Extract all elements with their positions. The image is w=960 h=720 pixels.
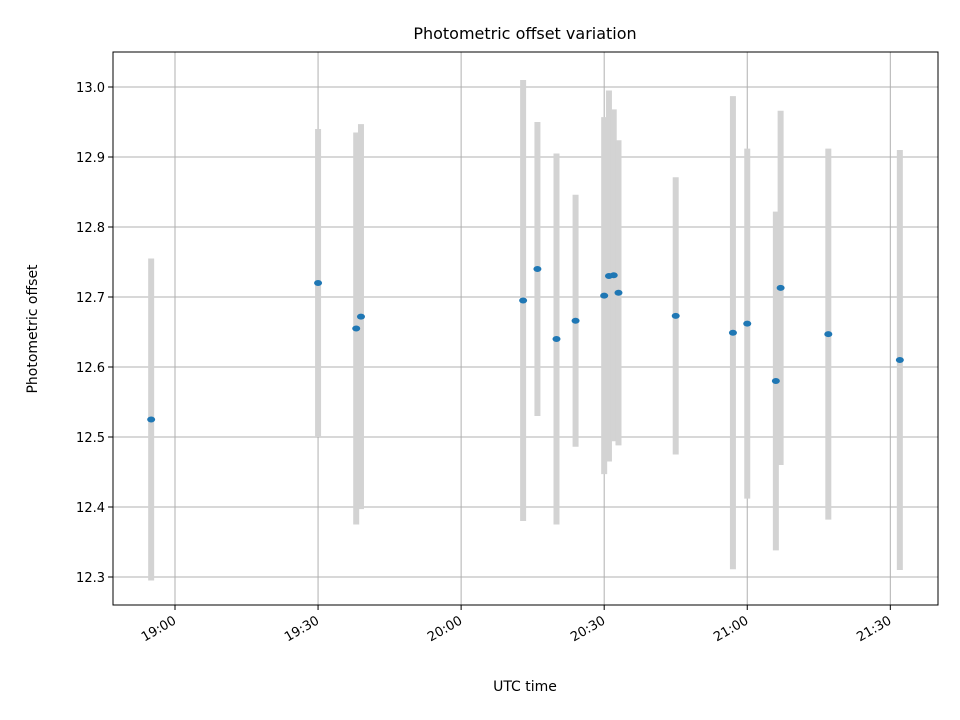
x-tick-label: 21:00 — [711, 613, 751, 645]
data-point — [571, 317, 580, 324]
x-tick-label: 19:30 — [282, 613, 322, 645]
data-points — [147, 266, 904, 423]
data-point — [519, 297, 528, 304]
x-tick-label: 21:30 — [854, 613, 894, 645]
data-point — [895, 357, 904, 363]
errorbars — [148, 80, 903, 581]
x-axis-label: UTC time — [493, 679, 557, 695]
x-tick-label: 20:30 — [568, 613, 608, 645]
y-tick-label: 12.3 — [76, 571, 105, 586]
y-tick-label: 12.7 — [76, 291, 105, 306]
plot-frame — [112, 51, 939, 606]
y-axis: 12.3 12.4 12.5 12.6 12.7 12.8 12.9 13.0 — [76, 81, 113, 586]
data-point — [356, 313, 365, 320]
data-point — [147, 416, 156, 423]
data-point — [743, 320, 752, 327]
data-point — [614, 289, 623, 296]
y-tick-label: 12.4 — [76, 501, 105, 516]
y-tick-label: 12.5 — [76, 431, 105, 446]
data-point — [533, 266, 542, 272]
data-point — [728, 329, 737, 336]
data-point — [600, 292, 609, 299]
data-point — [824, 331, 833, 338]
data-point — [352, 325, 361, 332]
x-axis: 19:00 19:30 20:00 20:30 21:00 21:30 — [139, 605, 894, 645]
chart-title: Photometric offset variation — [413, 24, 636, 43]
data-point — [776, 284, 785, 291]
y-tick-label: 12.6 — [76, 361, 105, 376]
data-point — [314, 280, 323, 286]
data-point — [552, 336, 561, 342]
y-axis-label: Photometric offset — [25, 264, 41, 394]
data-point — [609, 272, 618, 279]
data-point — [771, 378, 780, 384]
x-tick-label: 19:00 — [139, 613, 179, 645]
y-tick-label: 13.0 — [76, 81, 105, 96]
y-tick-label: 12.8 — [76, 221, 105, 236]
data-point — [671, 312, 680, 319]
y-tick-label: 12.9 — [76, 151, 105, 166]
x-tick-label: 20:00 — [425, 613, 465, 645]
